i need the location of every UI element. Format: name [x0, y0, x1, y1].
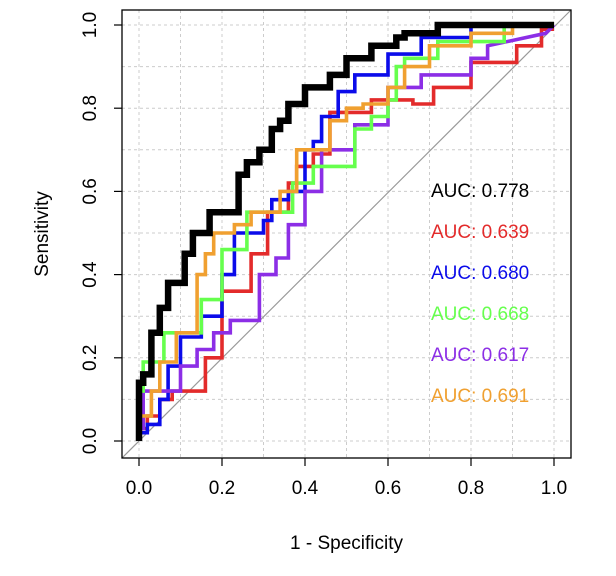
auc-label-5: AUC: 0.617 [431, 345, 529, 366]
x-axis: 0.0 0.2 0.4 0.6 0.8 1.0 [126, 458, 567, 499]
auc-label-3: AUC: 0.680 [431, 263, 529, 284]
series-layer [135, 21, 556, 441]
roc-curve-1 [135, 21, 554, 441]
auc-label-6: AUC: 0.691 [431, 386, 529, 407]
auc-legend: AUC: 0.778 AUC: 0.639 AUC: 0.680 AUC: 0.668… [431, 181, 529, 407]
y-tick-label: 0.0 [80, 428, 101, 454]
y-tick-label: 0.8 [80, 95, 101, 121]
auc-label-2: AUC: 0.639 [431, 222, 529, 243]
y-tick-label: 0.4 [80, 261, 101, 288]
y-tick-label: 0.6 [80, 178, 101, 204]
x-tick-label: 0.4 [292, 478, 319, 499]
roc-curve-5 [137, 23, 556, 441]
reference-diagonal-line [121, 9, 572, 459]
x-axis-title: 1 - Specificity [290, 533, 403, 554]
y-axis: 0.0 0.2 0.4 0.6 0.8 1.0 [80, 12, 122, 454]
auc-label-4: AUC: 0.668 [431, 304, 529, 325]
plot-frame [121, 9, 572, 459]
y-tick-label: 0.2 [80, 345, 101, 371]
y-tick-label: 1.0 [80, 12, 101, 38]
auc-label-1: AUC: 0.778 [431, 181, 529, 202]
y-axis-title: Sensitivity [32, 191, 53, 277]
x-tick-label: 0.2 [209, 478, 235, 499]
x-tick-label: 0.0 [126, 478, 152, 499]
x-tick-label: 0.6 [375, 478, 401, 499]
roc-curve-6 [137, 23, 554, 441]
x-tick-label: 1.0 [541, 478, 567, 499]
x-tick-label: 0.8 [458, 478, 484, 499]
roc-curve-4 [137, 23, 554, 441]
